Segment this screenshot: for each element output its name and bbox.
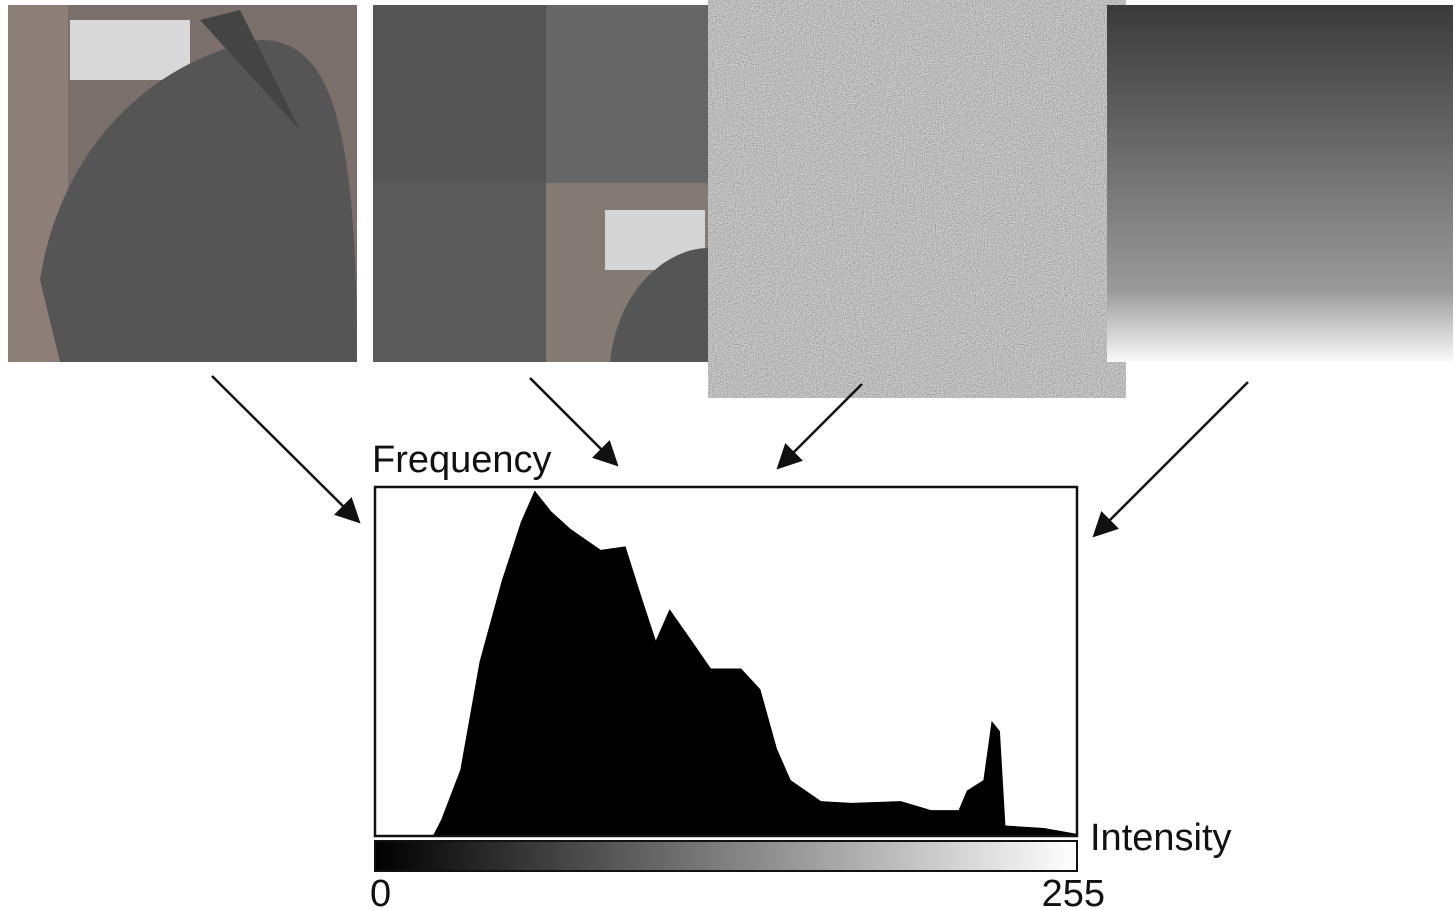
intensity-bar	[374, 840, 1078, 872]
arrows	[211, 375, 1249, 538]
plot-frame	[373, 485, 1079, 838]
y-axis-label: Frequency	[372, 439, 552, 481]
noise-image	[743, 5, 1091, 362]
x-tick-label: 0	[370, 873, 391, 910]
x-tick-label: 255	[1042, 873, 1105, 910]
scrambled-cat-image	[373, 5, 719, 362]
gradient-image	[1107, 5, 1453, 362]
cat-image	[8, 5, 357, 362]
histogram-area	[375, 490, 1077, 836]
arrow	[1092, 381, 1249, 538]
arrow	[211, 375, 361, 524]
arrow	[776, 383, 863, 470]
arrow	[529, 377, 619, 467]
x-axis-label: Intensity	[1090, 817, 1232, 859]
